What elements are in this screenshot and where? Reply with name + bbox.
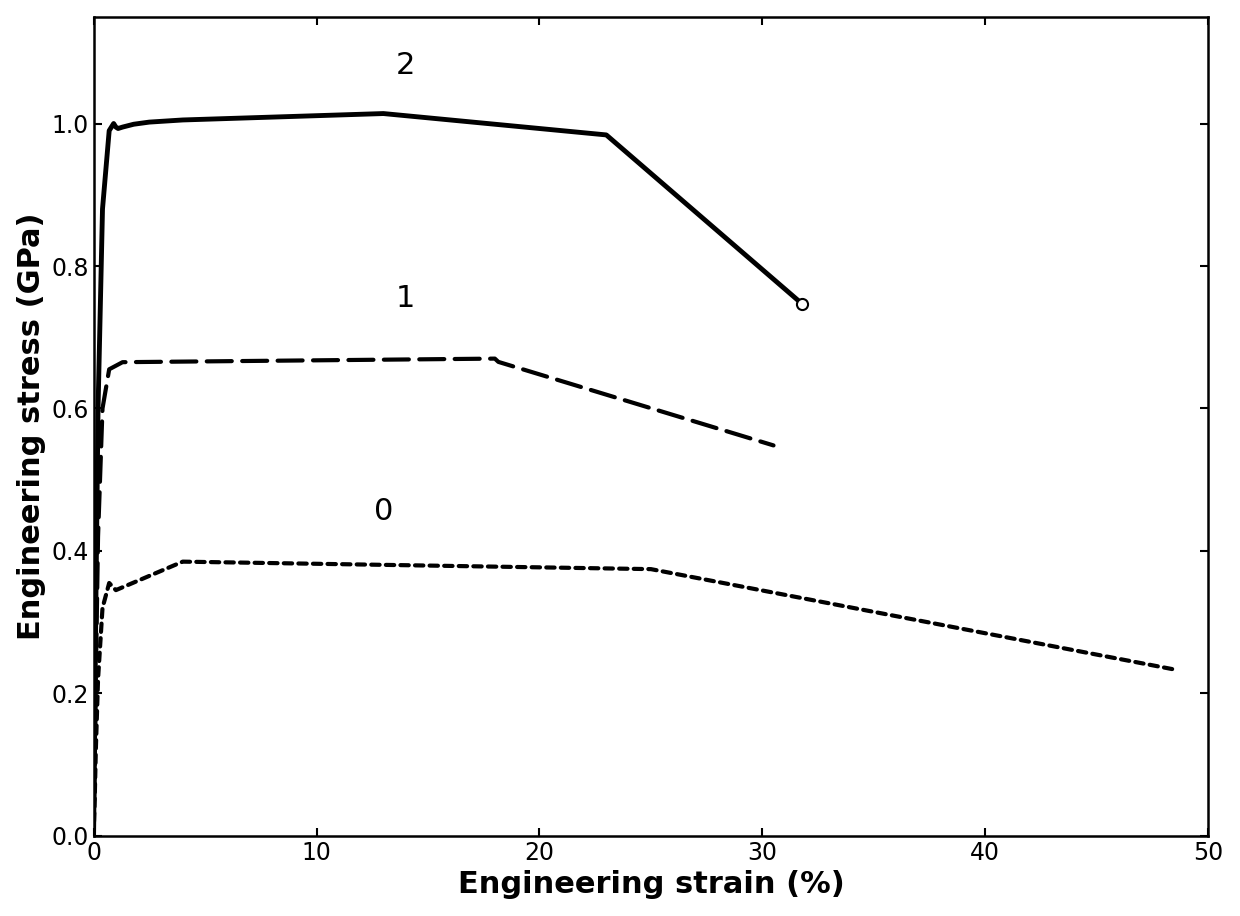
X-axis label: Engineering strain (%): Engineering strain (%) (458, 870, 844, 900)
Text: 0: 0 (373, 497, 393, 527)
Y-axis label: Engineering stress (GPa): Engineering stress (GPa) (16, 213, 46, 640)
Text: 2: 2 (396, 50, 415, 80)
Text: 1: 1 (396, 284, 415, 312)
